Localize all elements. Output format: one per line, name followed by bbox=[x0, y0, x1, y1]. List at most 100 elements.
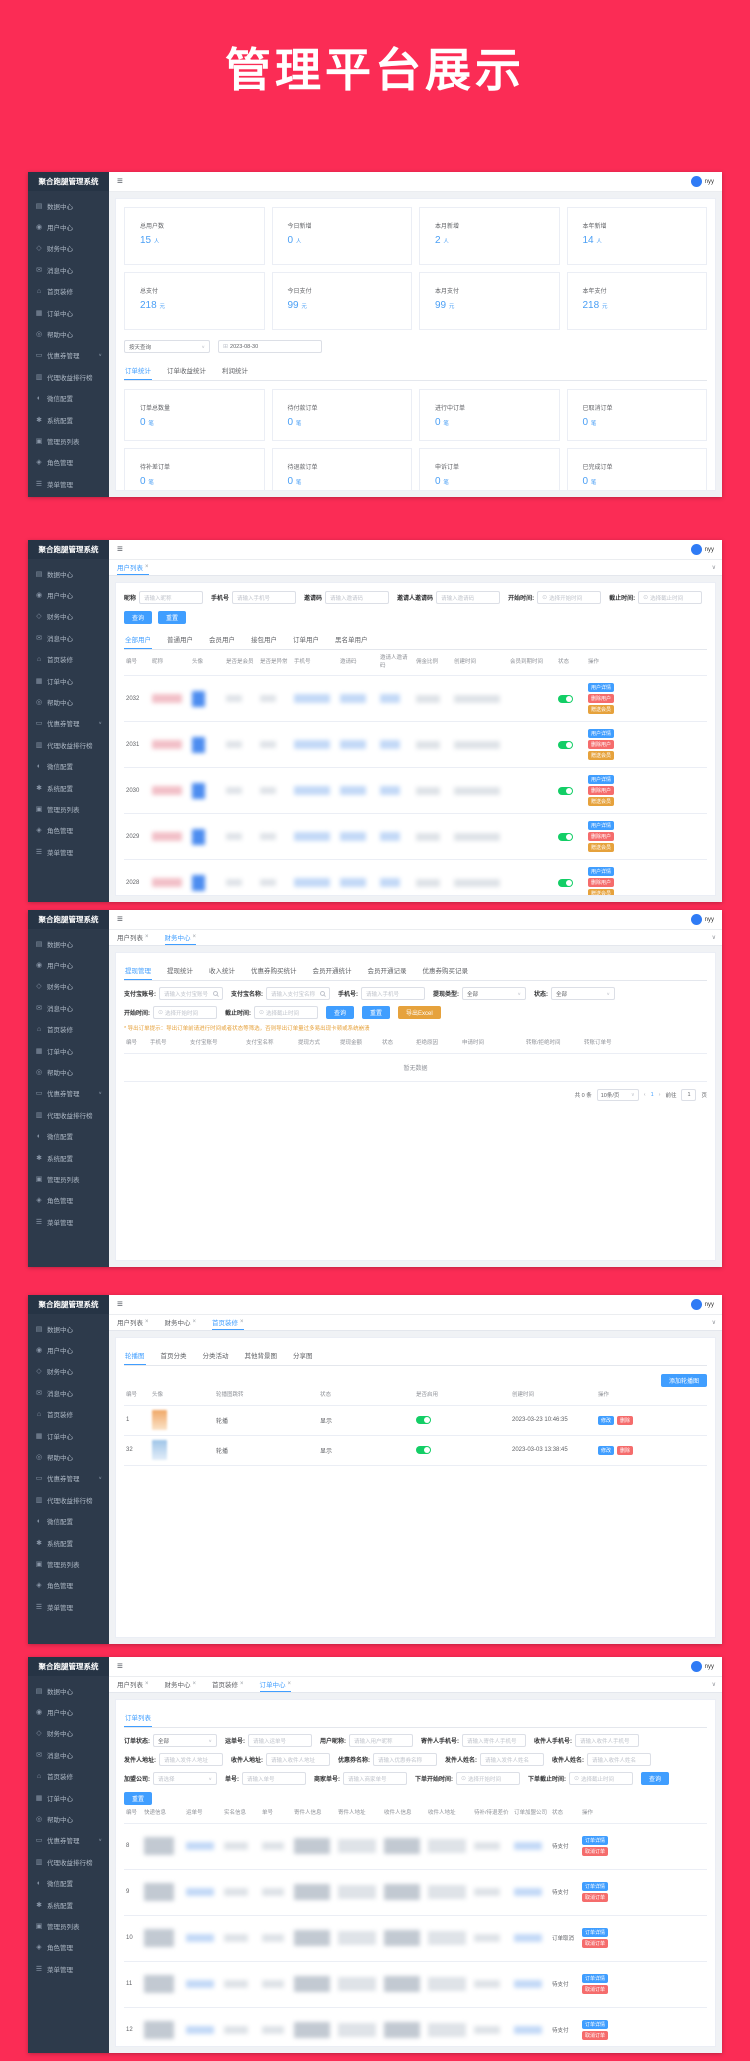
query-type-select[interactable]: 按天查询 ∨ bbox=[124, 340, 210, 353]
gift-member-button[interactable]: 赠送会员 bbox=[588, 889, 615, 895]
filter-input[interactable]: ⊙ 请输入收件人姓名 ∨ bbox=[587, 1753, 651, 1766]
sidebar-item[interactable]: ☰ 菜单管理 bbox=[28, 841, 109, 862]
avatar[interactable] bbox=[690, 544, 702, 555]
sidebar-item[interactable]: ◉ 用户中心 bbox=[28, 1701, 109, 1722]
chevron-down-icon[interactable]: ∨ bbox=[711, 935, 716, 941]
user-type-tab[interactable]: 订单用户 bbox=[293, 637, 319, 644]
filter-input[interactable]: ⊙ 请输入单号 ∨ bbox=[242, 1772, 306, 1785]
order-detail-button[interactable]: 订单详情 bbox=[582, 2020, 609, 2030]
sidebar-item[interactable]: ✉ 消息中心 bbox=[28, 627, 109, 648]
finance-sub-tab[interactable]: 提现统计 bbox=[167, 968, 193, 975]
finance-sub-tab[interactable]: 收入统计 bbox=[209, 968, 235, 975]
filter-input[interactable]: ⊙ 全部 ∨ bbox=[462, 987, 526, 1000]
finance-sub-tab[interactable]: 优惠券购买记录 bbox=[422, 968, 469, 975]
sidebar-item[interactable]: ☰ 菜单管理 bbox=[28, 473, 109, 494]
sidebar-item[interactable]: ◐ 微信配置 bbox=[28, 388, 109, 409]
page-tab[interactable]: 财务中心 × bbox=[165, 1315, 197, 1330]
sidebar-item[interactable]: ◉ 用户中心 bbox=[28, 954, 109, 975]
order-detail-button[interactable]: 订单详情 bbox=[582, 1836, 609, 1846]
order-list-tab[interactable]: 订单列表 bbox=[124, 1708, 152, 1727]
close-icon[interactable]: × bbox=[192, 934, 197, 940]
date-picker[interactable]: ⊞ 2023-08-30 bbox=[218, 340, 322, 353]
sidebar-item[interactable]: ▣ 管理员列表 bbox=[28, 798, 109, 819]
sidebar-item[interactable]: ◈ 角色管理 bbox=[28, 452, 109, 473]
avatar[interactable] bbox=[690, 176, 702, 187]
filter-input[interactable]: ⊙ 请输入优惠券名称 ∨ bbox=[373, 1753, 437, 1766]
hamburger-menu-icon[interactable]: ≡ bbox=[117, 1299, 123, 1310]
sidebar-item[interactable]: ▥ 代理收益排行榜 bbox=[28, 734, 109, 755]
reset-button[interactable]: 重置 bbox=[124, 1792, 153, 1805]
sidebar-item[interactable]: ✉ 消息中心 bbox=[28, 1744, 109, 1765]
sidebar-item[interactable]: ▤ 数据中心 bbox=[28, 1318, 109, 1339]
avatar[interactable] bbox=[690, 914, 702, 925]
chevron-down-icon[interactable]: ∨ bbox=[711, 1320, 716, 1326]
page-tab[interactable]: 首页装修 × bbox=[212, 1315, 244, 1330]
edit-button[interactable]: 修改 bbox=[598, 1415, 615, 1425]
filter-input[interactable]: ⊙ 请输入收件人手机号 ∨ bbox=[575, 1734, 639, 1747]
sidebar-item[interactable]: ▥ 代理收益排行榜 bbox=[28, 366, 109, 387]
filter-input[interactable]: ⊙ 请输入支付宝账号 ∨ bbox=[159, 987, 223, 1000]
sidebar-item[interactable]: ✱ 系统配置 bbox=[28, 1532, 109, 1553]
filter-input[interactable]: ⊙ 全部 ∨ bbox=[153, 1734, 217, 1747]
user-detail-button[interactable]: 用户详情 bbox=[588, 775, 615, 785]
sidebar-item[interactable]: ☰ 菜单管理 bbox=[28, 1211, 109, 1232]
delete-button[interactable]: 删除 bbox=[617, 1415, 634, 1425]
page-tab[interactable]: 财务中心 × bbox=[164, 930, 197, 945]
filter-input[interactable]: ⊙ 请输入昵称 ∨ bbox=[139, 591, 204, 604]
page-size-select[interactable]: 10条/页 ∨ bbox=[596, 1088, 639, 1101]
filter-input[interactable]: ⊙ 请输入手机号 ∨ bbox=[361, 987, 425, 1000]
page-tab[interactable]: 用户列表 × bbox=[117, 1677, 149, 1692]
sidebar-item[interactable]: ▤ 数据中心 bbox=[28, 563, 109, 584]
sidebar-item[interactable]: ◇ 财务中心 bbox=[28, 976, 109, 997]
sidebar-item[interactable]: ✉ 消息中心 bbox=[28, 259, 109, 280]
finance-sub-tab[interactable]: 提现管理 bbox=[124, 961, 152, 980]
sidebar-item[interactable]: ▭ 优惠券管理 ∨ bbox=[28, 1468, 109, 1489]
sidebar-item[interactable]: ◎ 帮助中心 bbox=[28, 1061, 109, 1082]
filter-input[interactable]: ⊙ 请输入商家单号 ∨ bbox=[343, 1772, 407, 1785]
sidebar-item[interactable]: ◉ 用户中心 bbox=[28, 1339, 109, 1360]
page-tab[interactable]: 用户列表 × bbox=[117, 560, 149, 575]
sidebar-item[interactable]: ▭ 优惠券管理 ∨ bbox=[28, 1830, 109, 1851]
sidebar-item[interactable]: ◇ 财务中心 bbox=[28, 1361, 109, 1382]
finance-sub-tab[interactable]: 会员开通统计 bbox=[312, 968, 352, 975]
decorate-sub-tab[interactable]: 其他背景图 bbox=[244, 1353, 278, 1360]
close-icon[interactable]: × bbox=[145, 1319, 149, 1325]
page-tab[interactable]: 财务中心 × bbox=[165, 1677, 197, 1692]
sidebar-item[interactable]: ▥ 代理收益排行榜 bbox=[28, 1489, 109, 1510]
filter-input[interactable]: ⊙ 请输入支付宝名称 ∨ bbox=[266, 987, 330, 1000]
status-toggle[interactable] bbox=[558, 694, 573, 703]
sidebar-item[interactable]: ▭ 优惠券管理 ∨ bbox=[28, 713, 109, 734]
stat-tab[interactable]: 订单统计 bbox=[124, 361, 152, 380]
filter-input[interactable]: ⊙ 全部 ∨ bbox=[551, 987, 615, 1000]
close-icon[interactable]: × bbox=[192, 1681, 197, 1687]
sidebar-item[interactable]: ◇ 财务中心 bbox=[28, 606, 109, 627]
cancel-order-button[interactable]: 取消订单 bbox=[582, 1985, 609, 1995]
close-icon[interactable]: × bbox=[192, 1319, 197, 1325]
search-button[interactable]: 查询 bbox=[326, 1006, 355, 1019]
goto-page-input[interactable]: 1 bbox=[681, 1088, 697, 1101]
sidebar-item[interactable]: ▣ 管理员列表 bbox=[28, 1553, 109, 1574]
stat-tab[interactable]: 订单收益统计 bbox=[167, 368, 206, 375]
page-tab[interactable]: 订单中心 × bbox=[259, 1677, 292, 1692]
page-tab[interactable]: 用户列表 × bbox=[117, 930, 149, 945]
search-button[interactable]: 查询 bbox=[641, 1772, 670, 1785]
finance-sub-tab[interactable]: 会员开通记录 bbox=[367, 968, 407, 975]
cancel-order-button[interactable]: 取消订单 bbox=[582, 1939, 609, 1949]
avatar[interactable] bbox=[690, 1299, 702, 1310]
filter-input[interactable]: ⊙ 选择截止时间 ∨ bbox=[254, 1006, 318, 1019]
sidebar-item[interactable]: ▤ 数据中心 bbox=[28, 933, 109, 954]
filter-input[interactable]: ⊙ 选择截止时间 ∨ bbox=[569, 1772, 633, 1785]
filter-input[interactable]: ⊙ 请输入手机号 ∨ bbox=[232, 591, 297, 604]
reset-button[interactable]: 重置 bbox=[362, 1006, 391, 1019]
status-toggle[interactable] bbox=[558, 786, 573, 795]
sidebar-item[interactable]: ◐ 微信配置 bbox=[28, 1873, 109, 1894]
sidebar-item[interactable]: ◎ 帮助中心 bbox=[28, 691, 109, 712]
chevron-down-icon[interactable]: ∨ bbox=[711, 1682, 716, 1688]
decorate-sub-tab[interactable]: 分享图 bbox=[293, 1353, 313, 1360]
gift-member-button[interactable]: 赠送会员 bbox=[588, 797, 615, 807]
filter-input[interactable]: ⊙ 请输入运单号 ∨ bbox=[248, 1734, 312, 1747]
sidebar-item[interactable]: ✉ 消息中心 bbox=[28, 1382, 109, 1403]
user-detail-button[interactable]: 用户详情 bbox=[588, 867, 615, 877]
status-toggle[interactable] bbox=[558, 878, 573, 887]
sidebar-item[interactable]: ☰ 菜单管理 bbox=[28, 1596, 109, 1617]
